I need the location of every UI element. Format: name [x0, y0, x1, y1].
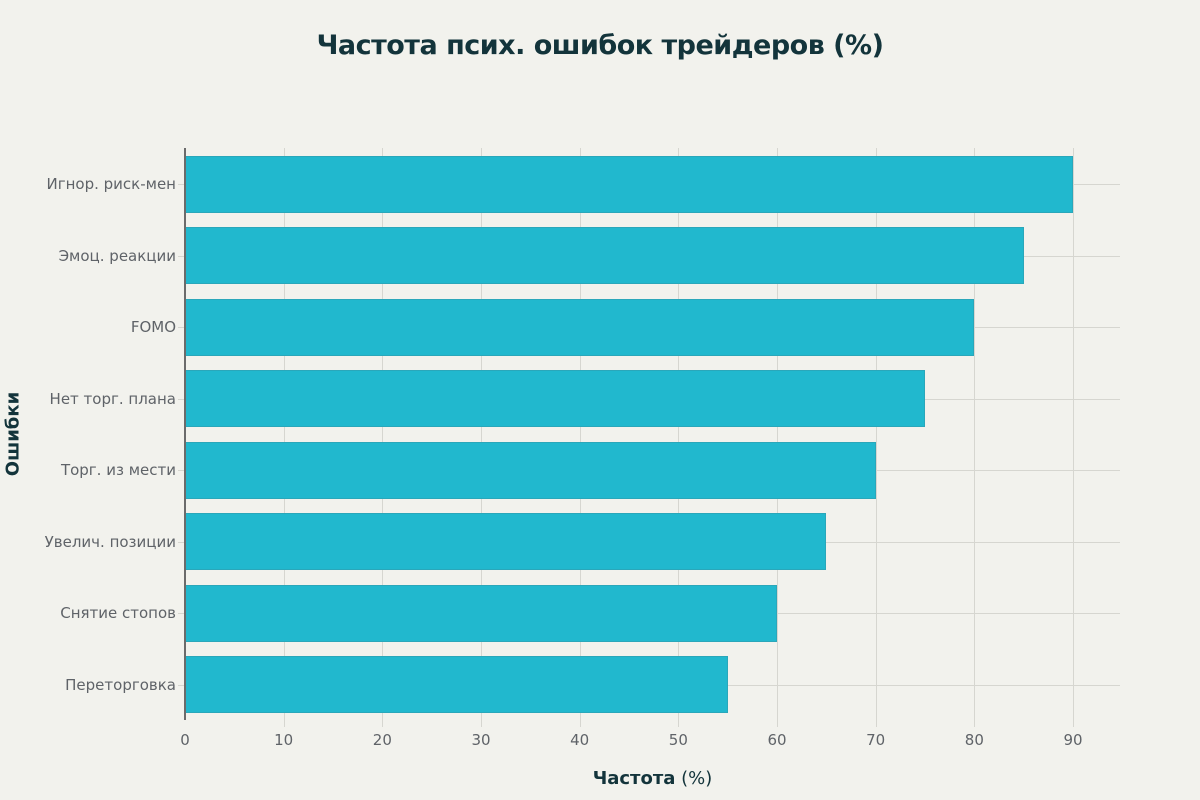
x-tick-label: 40 [570, 731, 590, 749]
x-tick-label: 0 [180, 731, 190, 749]
x-gridline [283, 148, 285, 727]
x-gridline [678, 148, 680, 727]
y-tick-label: Торг. из мести [60, 461, 176, 479]
y-tick-label: Игнор. риск-мен [46, 175, 177, 193]
x-tick-label: 50 [668, 731, 688, 749]
x-tick-label: 30 [471, 731, 491, 749]
x-axis-label-bold: Частота [592, 768, 676, 789]
y-tick-label: Нет торг. плана [49, 389, 176, 408]
bar[interactable] [185, 656, 728, 713]
bar[interactable] [185, 584, 777, 642]
x-gridline [382, 148, 384, 727]
y-axis-line [184, 148, 186, 720]
x-gridline [777, 148, 778, 727]
y-tick-label: Переторговка [65, 675, 176, 694]
x-axis-label: Частота (%) [0, 768, 1200, 789]
y-tick-mark [178, 470, 184, 471]
bar[interactable] [185, 227, 1024, 284]
y-axis-label: Ошибки [2, 391, 24, 477]
bar[interactable] [185, 370, 925, 427]
y-tick-mark [178, 541, 184, 543]
x-tick-label: 90 [1063, 731, 1083, 749]
y-tick-mark [178, 255, 184, 257]
x-tick-label: 10 [274, 731, 294, 749]
y-tick-label: Увелич. позиции [44, 532, 176, 551]
x-tick-label: 80 [964, 731, 984, 749]
plot-area [185, 148, 1120, 727]
x-tick-label: 70 [866, 731, 886, 749]
y-tick-mark [178, 613, 184, 614]
x-gridline [875, 148, 877, 727]
y-tick-label: Эмоц. реакции [58, 246, 176, 265]
x-tick-label: 20 [372, 731, 392, 749]
bar[interactable] [185, 513, 827, 570]
y-tick-mark [178, 398, 184, 400]
y-tick-label: Снятие стопов [60, 604, 176, 622]
y-tick-mark [178, 184, 184, 185]
x-gridline [579, 148, 581, 727]
y-tick-mark [178, 327, 184, 328]
chart-title: Частота псих. ошибок трейдеров (%) [316, 30, 884, 61]
bar[interactable] [185, 298, 975, 356]
x-gridline [1073, 148, 1074, 727]
bar[interactable] [185, 441, 876, 499]
x-axis-label-unit: (%) [675, 768, 713, 789]
x-tick-label: 60 [767, 731, 787, 749]
y-tick-label: FOMO [130, 318, 176, 336]
y-tick-mark [178, 684, 184, 686]
bar[interactable] [185, 155, 1073, 213]
x-gridline [974, 148, 976, 727]
x-gridline [481, 148, 482, 727]
